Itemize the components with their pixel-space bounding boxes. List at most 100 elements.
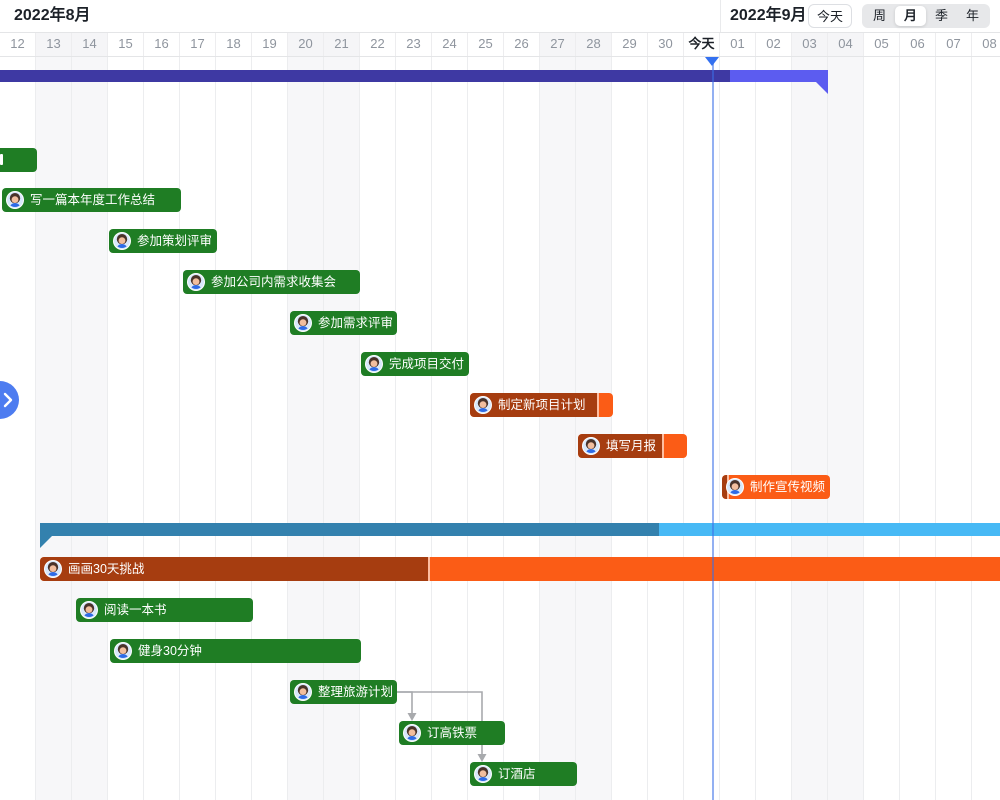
month-divider	[720, 0, 721, 32]
task-bar[interactable]: 完成项目交付	[361, 352, 469, 376]
axis-day-cell: 18	[216, 32, 252, 56]
grid-line	[611, 57, 612, 800]
summary-end-notch	[816, 82, 828, 94]
task-bar[interactable]: 画画30天挑战	[40, 557, 1000, 581]
view-option[interactable]: 月	[895, 6, 926, 26]
grid-line	[863, 57, 864, 800]
axis-day-cell: 02	[756, 32, 792, 56]
assignee-avatar-icon	[474, 765, 492, 783]
axis-day-cell: 19	[252, 32, 288, 56]
assignee-avatar-icon	[80, 601, 98, 619]
axis-day-cell: 16	[144, 32, 180, 56]
task-bar[interactable]: 参加公司内需求收集会	[183, 270, 360, 294]
axis-day-cell: 03	[792, 32, 828, 56]
grid-line	[683, 57, 684, 800]
task-label: 订高铁票	[427, 726, 478, 740]
assignee-avatar-icon	[582, 437, 600, 455]
summary-bar-teal[interactable]	[40, 523, 1000, 536]
axis-day-cell: 07	[936, 32, 972, 56]
summary-bar-purple[interactable]	[0, 70, 828, 82]
summary-progress	[0, 70, 730, 82]
task-label: 完成项目交付	[389, 357, 465, 371]
clipped-label-fragment	[0, 154, 3, 165]
view-option[interactable]: 年	[965, 8, 979, 23]
task-label: 参加策划评审	[137, 234, 213, 248]
grid-line	[791, 57, 792, 800]
grid-line	[719, 57, 720, 800]
task-label: 画画30天挑战	[68, 562, 145, 576]
task-bar[interactable]: 阅读一本书	[76, 598, 253, 622]
assignee-avatar-icon	[44, 560, 62, 578]
task-bar[interactable]: 制定新项目计划	[470, 393, 613, 417]
assignee-avatar-icon	[365, 355, 383, 373]
view-option[interactable]: 季	[934, 8, 948, 23]
task-bar[interactable]: 订酒店	[470, 762, 577, 786]
task-bar[interactable]: 参加需求评审	[290, 311, 397, 335]
task-bar[interactable]: 健身30分钟	[110, 639, 361, 663]
grid-line	[251, 57, 252, 800]
axis-day-cell: 20	[288, 32, 324, 56]
grid-line	[431, 57, 432, 800]
weekend-column-shade	[828, 57, 864, 800]
grid-line	[899, 57, 900, 800]
axis-day-cell: 26	[504, 32, 540, 56]
summary-end-notch	[40, 536, 52, 548]
task-bar[interactable]: 订高铁票	[399, 721, 505, 745]
task-label: 阅读一本书	[104, 603, 167, 617]
axis-day-cell: 06	[900, 32, 936, 56]
axis-day-cell: 15	[108, 32, 144, 56]
axis-day-cell: 24	[432, 32, 468, 56]
weekend-column-shade	[72, 57, 108, 800]
month-label-august: 2022年8月	[14, 7, 91, 24]
grid-line	[395, 57, 396, 800]
assignee-avatar-icon	[726, 478, 744, 496]
grid-line	[575, 57, 576, 800]
assignee-avatar-icon	[113, 232, 131, 250]
task-bar[interactable]: 整理旅游计划	[290, 680, 397, 704]
axis-day-cell: 04	[828, 32, 864, 56]
grid-line	[323, 57, 324, 800]
axis-today-cell: 今天	[684, 32, 720, 56]
grid-line	[503, 57, 504, 800]
task-bar[interactable]: 制作宣传视频	[722, 475, 830, 499]
task-label: 制定新项目计划	[498, 398, 586, 412]
assignee-avatar-icon	[6, 191, 24, 209]
task-bar[interactable]: 填写月报	[578, 434, 687, 458]
task-bar[interactable]: 写一篇本年度工作总结	[2, 188, 181, 212]
grid-line	[143, 57, 144, 800]
progress-divider	[597, 393, 599, 417]
task-progress	[40, 557, 428, 581]
task-label: 健身30分钟	[138, 644, 202, 658]
weekend-column-shade	[36, 57, 72, 800]
task-bar[interactable]: 参加策划评审	[109, 229, 217, 253]
month-label-september: 2022年9月	[730, 7, 807, 24]
axis-day-cell: 21	[324, 32, 360, 56]
task-label: 写一篇本年度工作总结	[30, 193, 156, 207]
assignee-avatar-icon	[294, 314, 312, 332]
axis-day-cell: 14	[72, 32, 108, 56]
progress-divider	[662, 434, 664, 458]
task-label: 填写月报	[606, 439, 657, 453]
month-header-bar: 2022年8月 2022年9月 今天 周月季 年	[0, 0, 1000, 33]
progress-divider	[428, 557, 430, 581]
task-label: 参加需求评审	[318, 316, 394, 330]
assignee-avatar-icon	[187, 273, 205, 291]
view-switcher: 周月季 年	[862, 4, 990, 28]
task-progress	[722, 475, 727, 499]
grid-line	[935, 57, 936, 800]
grid-line	[71, 57, 72, 800]
axis-day-cell: 25	[468, 32, 504, 56]
today-button[interactable]: 今天	[808, 4, 852, 28]
weekend-column-shade	[540, 57, 576, 800]
expand-sidebar-button[interactable]	[0, 381, 19, 419]
view-option[interactable]: 周	[872, 8, 886, 23]
today-marker-icon	[705, 57, 719, 66]
axis-day-cell: 27	[540, 32, 576, 56]
grid-line	[467, 57, 468, 800]
grid-line	[107, 57, 108, 800]
today-line	[712, 57, 714, 800]
axis-day-cell: 17	[180, 32, 216, 56]
task-bar[interactable]	[0, 148, 37, 172]
assignee-avatar-icon	[294, 683, 312, 701]
